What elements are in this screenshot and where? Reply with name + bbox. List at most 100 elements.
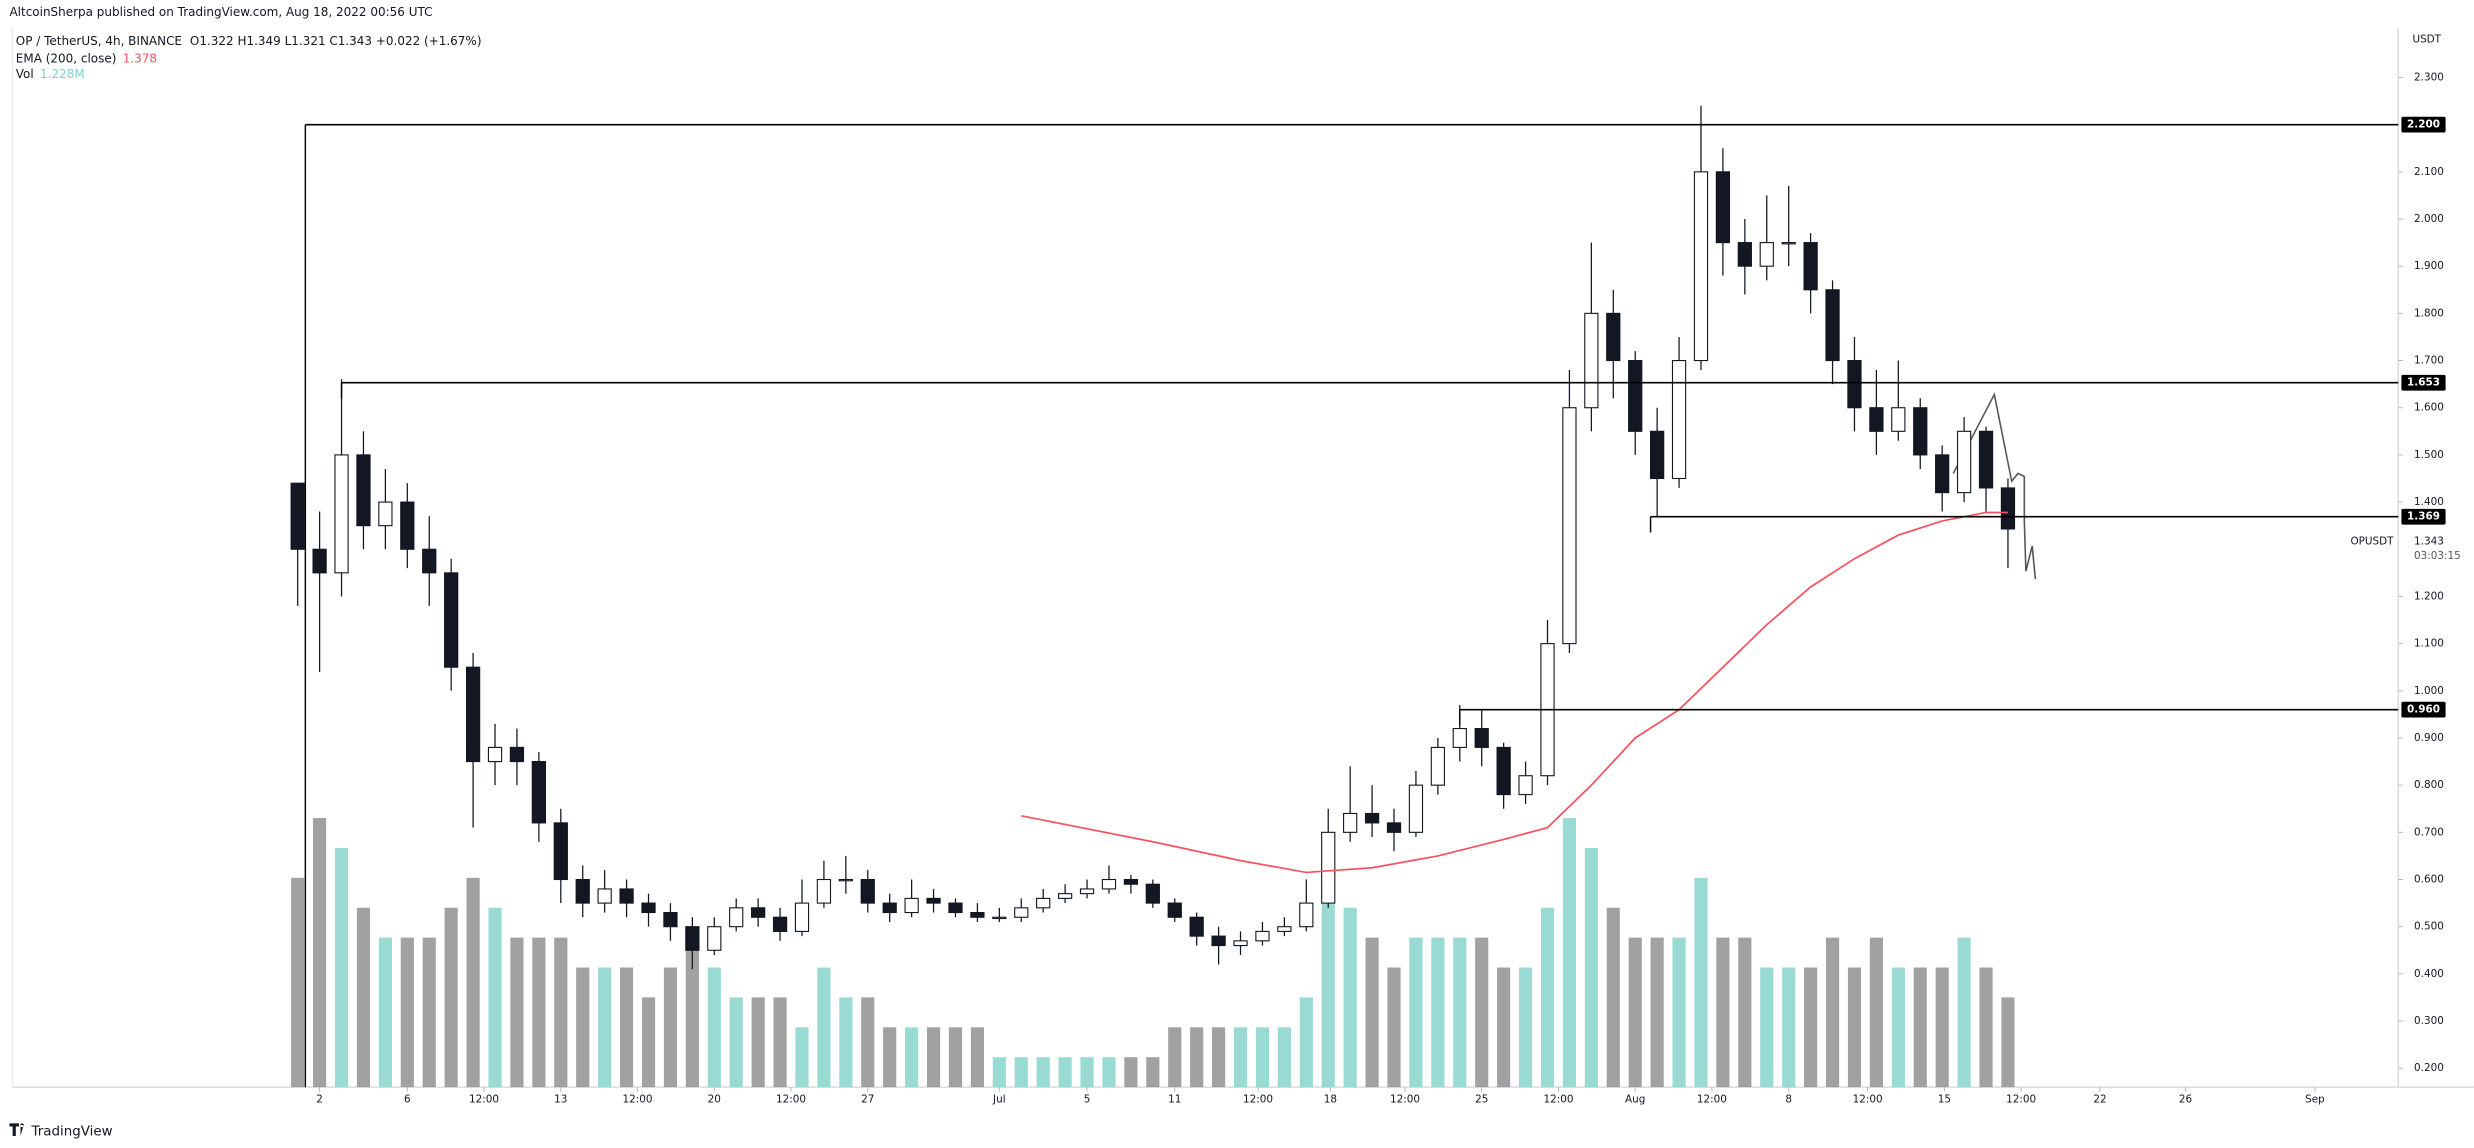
candle-body <box>465 666 481 763</box>
y-tick-label: 0.400 <box>2414 968 2444 980</box>
volume-bar <box>1102 1057 1116 1088</box>
x-tick-label: 27 <box>861 1094 874 1106</box>
candle-body <box>794 902 810 932</box>
candle-body <box>1277 926 1292 932</box>
candle-body <box>1956 430 1972 494</box>
candle-body <box>970 911 985 918</box>
level-tag <box>2401 116 2446 133</box>
candle-body <box>1935 454 1950 494</box>
projection-drawing <box>1952 392 2037 580</box>
candle-body <box>531 761 547 824</box>
y-tick-label: 1.700 <box>2414 355 2444 367</box>
candle-body <box>1079 888 1095 895</box>
x-tick-label: 2 <box>316 1094 323 1106</box>
candle-body <box>400 501 415 550</box>
candle-body <box>290 482 305 550</box>
candle-body <box>1913 407 1928 456</box>
level-label: 0.960 <box>2407 704 2440 716</box>
x-tick-label: 8 <box>1785 1094 1792 1106</box>
volume-bar <box>1014 1057 1028 1088</box>
volume-bar <box>1233 1027 1248 1088</box>
candle-body <box>1343 812 1358 833</box>
volume-bar <box>1190 1027 1204 1088</box>
x-tick-label: 15 <box>1938 1094 1951 1106</box>
y-tick-label: 2.100 <box>2414 166 2444 178</box>
candle-body <box>663 911 678 928</box>
candle-body <box>1255 930 1270 942</box>
y-tick-label: 0.500 <box>2414 921 2444 933</box>
y-tick-label: 1.100 <box>2414 638 2444 650</box>
y-tick-label: 2.300 <box>2414 71 2444 83</box>
y-tick-label: 0.700 <box>2414 826 2444 838</box>
volume-bar <box>1979 967 1993 1088</box>
volume-bar <box>1321 877 1335 1088</box>
candle-body <box>1825 289 1840 362</box>
volume-bar <box>773 997 787 1088</box>
candle-body <box>1474 727 1489 748</box>
candle-body <box>444 572 459 668</box>
y-tick-label: 2.000 <box>2414 213 2444 225</box>
volume-bar <box>1804 967 1818 1088</box>
volume-bar <box>1475 937 1489 1088</box>
volume-bar <box>1409 937 1423 1088</box>
tradingview-logo: TradingView <box>9 1123 113 1139</box>
ohlc: O1.322 H1.349 L1.321 C1.343 +0.022 (+1.6… <box>190 34 482 48</box>
candle-body <box>1211 935 1226 947</box>
x-tick-label: 26 <box>2179 1094 2192 1106</box>
volume-bar <box>1124 1057 1138 1088</box>
candle-body <box>729 907 744 928</box>
countdown: 03:03:15 <box>2414 550 2461 562</box>
volume-bar <box>948 1027 963 1088</box>
volume-bar <box>1146 1057 1160 1088</box>
volume-bar <box>970 1027 984 1088</box>
ema-name: EMA (200, close) <box>16 51 117 65</box>
volume-bar <box>510 937 524 1088</box>
volume-bar <box>1343 907 1357 1088</box>
candle-body <box>1430 746 1445 786</box>
candle-body <box>597 888 612 904</box>
level-tag <box>2401 701 2446 718</box>
x-tick-label: 18 <box>1324 1094 1337 1106</box>
volume-name: Vol <box>16 67 34 81</box>
volume-bar <box>992 1057 1006 1088</box>
volume-bar <box>1913 967 1927 1088</box>
candle-body <box>509 746 525 763</box>
candle-body <box>2000 487 2016 530</box>
volume-bar <box>641 997 656 1088</box>
volume-legend: Vol 1.228M <box>16 67 85 81</box>
volume-bar <box>1606 907 1620 1088</box>
candle-body <box>1693 171 1709 362</box>
volume-bar <box>861 997 875 1088</box>
volume-bar <box>1957 937 1971 1088</box>
candle-body <box>1650 430 1665 480</box>
x-tick-label: 12:00 <box>1697 1094 1727 1106</box>
candle-body <box>487 746 503 763</box>
volume-bar <box>1869 937 1883 1088</box>
y-tick-label: 0.300 <box>2414 1015 2444 1027</box>
volume-bar <box>729 997 743 1088</box>
volume-bar <box>313 818 327 1088</box>
candle-body <box>1233 940 1248 947</box>
candle-body <box>1781 242 1796 245</box>
ema-legend: EMA (200, close) 1.378 <box>16 51 157 65</box>
volume-bar <box>1058 1057 1072 1088</box>
candle-body <box>1803 242 1818 291</box>
x-tick-label: 12:00 <box>2006 1094 2036 1106</box>
symbol-line: OP / TetherUS, 4h, BINANCE O1.322 H1.349 … <box>16 34 482 48</box>
candle-body <box>882 902 897 914</box>
candle-body <box>838 878 853 882</box>
volume-bar <box>2001 997 2015 1088</box>
level-label: 1.369 <box>2407 511 2440 523</box>
candle-body <box>422 548 437 574</box>
y-tick-label: 0.900 <box>2414 732 2444 744</box>
volume-bar <box>1431 937 1445 1088</box>
volume-bar <box>1255 1027 1270 1088</box>
volume-bar <box>291 877 305 1088</box>
x-tick-label: 11 <box>1168 1094 1181 1106</box>
volume-bar <box>905 1027 919 1088</box>
candle-body <box>1014 907 1029 918</box>
volume-bar <box>444 907 458 1088</box>
volume-bar <box>707 967 721 1088</box>
volume-bar <box>334 847 349 1088</box>
